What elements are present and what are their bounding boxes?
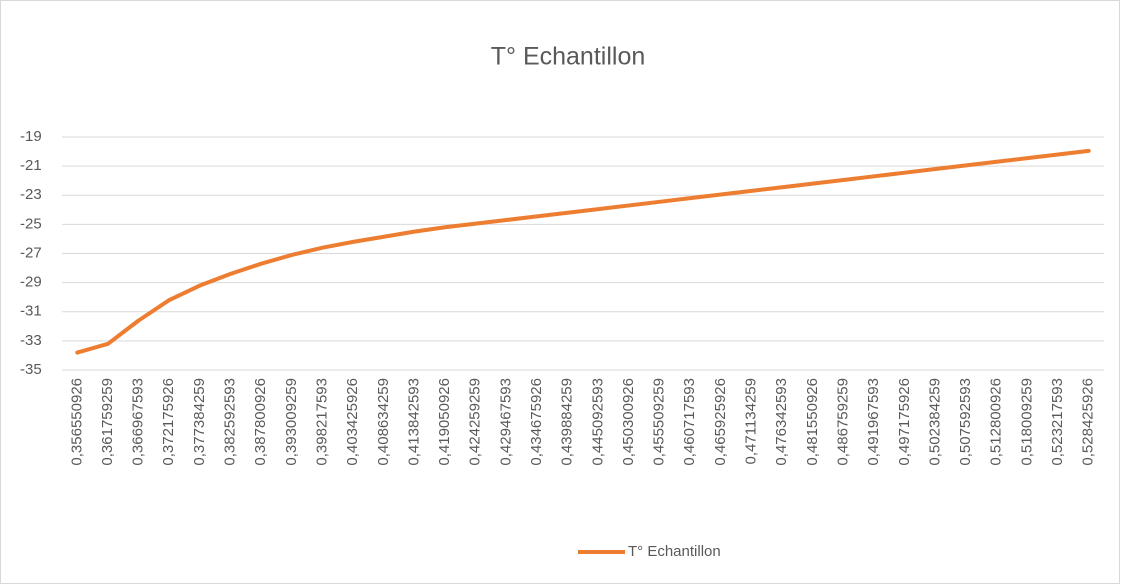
y-tick-label: -29 <box>20 274 42 291</box>
x-tick-label: 0,413842593 <box>405 378 422 466</box>
x-tick-label: 0,512800926 <box>988 378 1005 466</box>
x-tick-label: 0,507592593 <box>957 378 974 466</box>
x-tick-label: 0,502384259 <box>926 378 943 466</box>
x-tick-label: 0,382592593 <box>222 378 239 466</box>
x-tick-label: 0,465925926 <box>712 378 729 466</box>
x-tick-label: 0,387800926 <box>252 378 269 466</box>
y-tick-label: -21 <box>20 157 42 174</box>
x-tick-label: 0,419050926 <box>436 378 453 466</box>
x-tick-label: 0,481550926 <box>804 378 821 466</box>
x-tick-label: 0,491967593 <box>865 378 882 466</box>
legend-label: T° Echantillon <box>628 543 721 560</box>
x-tick-label: 0,356550926 <box>68 378 85 466</box>
x-tick-label: 0,393009259 <box>283 378 300 466</box>
x-tick-label: 0,377384259 <box>191 378 208 466</box>
x-tick-label: 0,366967593 <box>130 378 147 466</box>
x-tick-label: 0,450300926 <box>620 378 637 466</box>
x-tick-label: 0,497175926 <box>896 378 913 466</box>
chart-title: T° Echantillon <box>491 43 646 71</box>
x-tick-label: 0,486759259 <box>834 378 851 466</box>
y-tick-label: -25 <box>20 215 42 232</box>
x-tick-label: 0,518009259 <box>1018 378 1035 466</box>
x-tick-label: 0,528425926 <box>1080 378 1097 466</box>
x-tick-label: 0,403425926 <box>344 378 361 466</box>
x-tick-label: 0,434675926 <box>528 378 545 466</box>
x-tick-label: 0,424259259 <box>467 378 484 466</box>
x-tick-label: 0,398217593 <box>313 378 330 466</box>
x-tick-label: 0,445092593 <box>589 378 606 466</box>
x-tick-label: 0,372175926 <box>160 378 177 466</box>
x-tick-label: 0,455509259 <box>651 378 668 466</box>
x-tick-label: 0,471134259 <box>743 378 760 464</box>
y-tick-label: -27 <box>20 244 42 261</box>
y-tick-label: -33 <box>20 332 42 349</box>
x-tick-label: 0,523217593 <box>1049 378 1066 466</box>
x-tick-label: 0,439884259 <box>559 378 576 466</box>
y-tick-label: -35 <box>20 361 42 378</box>
y-tick-label: -19 <box>20 128 42 145</box>
y-tick-label: -31 <box>20 303 42 320</box>
y-tick-label: -23 <box>20 186 42 203</box>
x-tick-label: 0,429467593 <box>497 378 514 466</box>
x-tick-label: 0,460717593 <box>681 378 698 466</box>
line-series <box>75 148 1091 355</box>
x-tick-label: 0,361759259 <box>99 378 116 466</box>
x-tick-label: 0,408634259 <box>375 378 392 466</box>
x-tick-label: 0,476342593 <box>773 378 790 466</box>
